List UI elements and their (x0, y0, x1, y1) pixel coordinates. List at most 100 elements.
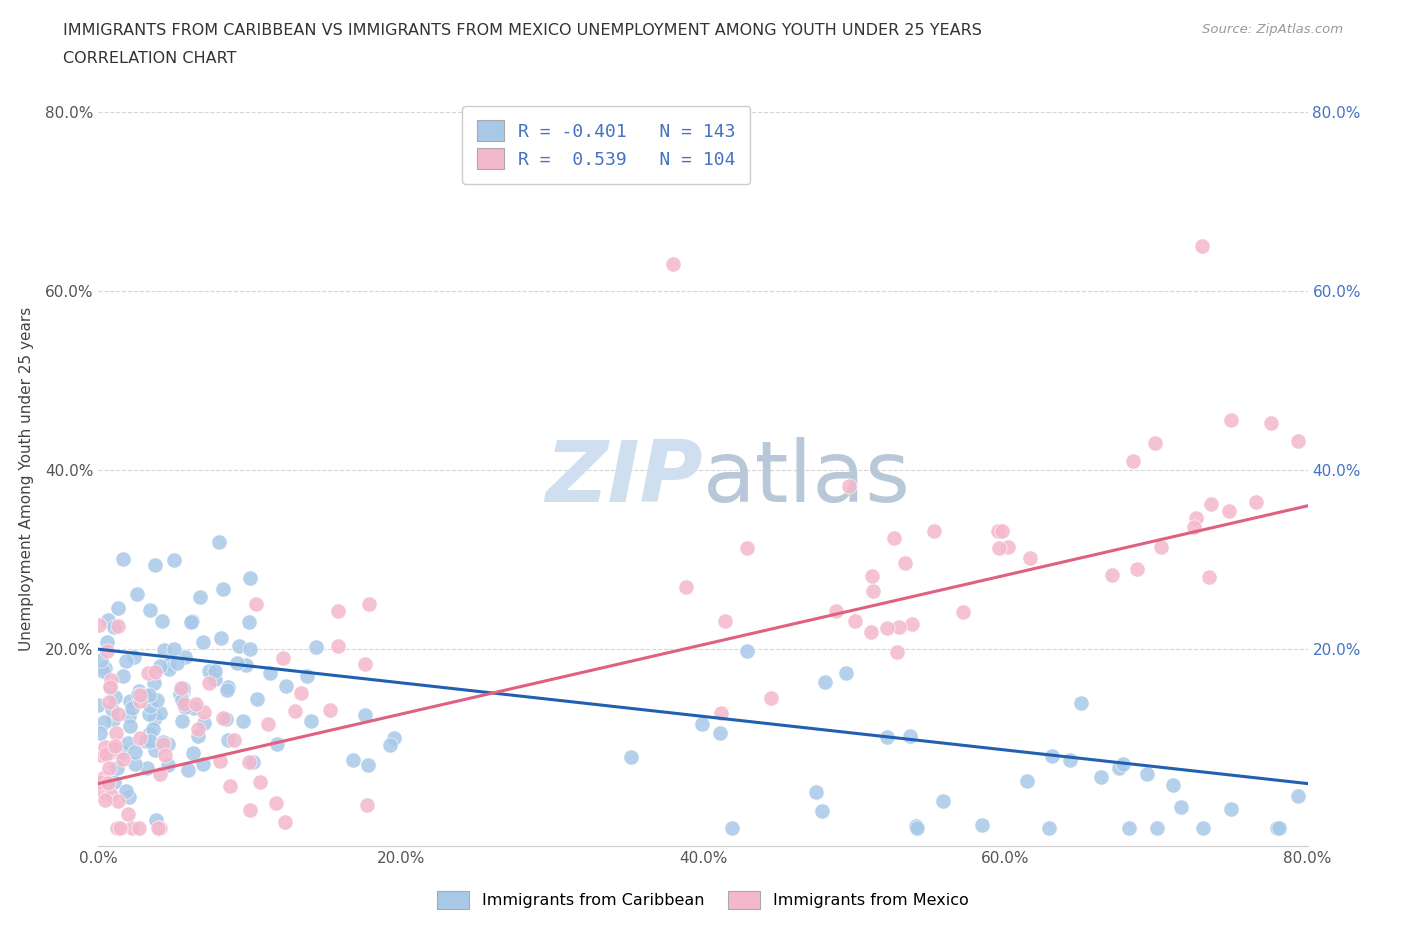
Point (153, 643, 176, 658)
Point (274, 678, 297, 693)
Point (208, 753, 231, 768)
Point (883, 531, 905, 546)
Point (215, 683, 238, 698)
Point (904, 818, 927, 833)
Y-axis label: Unemployment Among Youth under 25 years: Unemployment Among Youth under 25 years (18, 307, 34, 651)
Point (90, 747, 112, 762)
Point (100, 745, 122, 760)
Point (814, 674, 837, 689)
Point (186, 697, 208, 711)
Point (193, 704, 215, 719)
Point (146, 821, 169, 836)
Point (299, 713, 322, 728)
Point (152, 735, 174, 750)
Point (101, 712, 124, 727)
Point (114, 653, 136, 668)
Point (174, 699, 197, 714)
Point (235, 658, 257, 672)
Point (1184, 511, 1206, 525)
Point (112, 551, 135, 566)
Text: CORRELATION CHART: CORRELATION CHART (63, 51, 236, 66)
Point (900, 617, 922, 631)
Point (152, 737, 174, 751)
Point (97, 613, 120, 628)
Point (104, 690, 127, 705)
Point (1218, 503, 1240, 518)
Point (94, 792, 117, 807)
Point (157, 662, 180, 677)
Point (1146, 821, 1168, 836)
Point (136, 665, 159, 680)
Point (1126, 562, 1149, 577)
Point (117, 736, 139, 751)
Point (970, 818, 993, 833)
Point (143, 742, 166, 757)
Point (217, 732, 239, 747)
Point (838, 478, 860, 493)
Point (187, 728, 209, 743)
Point (245, 597, 267, 612)
Point (103, 619, 125, 634)
Point (146, 692, 169, 707)
Point (1198, 570, 1220, 585)
Point (690, 717, 713, 732)
Point (124, 757, 146, 772)
Point (1265, 821, 1288, 836)
Point (1220, 412, 1243, 427)
Point (107, 793, 129, 808)
Point (173, 697, 195, 711)
Point (105, 761, 128, 776)
Point (898, 729, 921, 744)
Point (238, 754, 260, 769)
Point (180, 615, 202, 630)
Point (326, 638, 349, 653)
Point (222, 733, 245, 748)
Point (238, 803, 260, 817)
Point (193, 715, 215, 730)
Point (1260, 416, 1282, 431)
Point (149, 706, 172, 721)
Point (118, 694, 141, 709)
Point (860, 625, 883, 640)
Point (257, 716, 280, 731)
Point (1191, 239, 1213, 254)
Point (103, 775, 125, 790)
Point (129, 694, 152, 709)
Point (1244, 495, 1267, 510)
Point (142, 676, 165, 691)
Point (1059, 752, 1081, 767)
Point (197, 664, 219, 679)
Point (876, 730, 898, 745)
Point (382, 731, 405, 746)
Point (825, 604, 848, 618)
Point (191, 756, 214, 771)
Point (988, 540, 1011, 555)
Point (1192, 821, 1215, 836)
Point (138, 687, 160, 702)
Point (100, 672, 122, 687)
Point (128, 684, 150, 698)
Point (198, 675, 221, 690)
Point (1038, 821, 1060, 836)
Point (181, 614, 204, 629)
Point (135, 734, 157, 749)
Point (105, 821, 128, 836)
Point (124, 744, 146, 759)
Point (357, 596, 380, 611)
Point (1286, 789, 1309, 804)
Point (239, 642, 262, 657)
Point (125, 586, 148, 601)
Point (1182, 519, 1205, 534)
Point (290, 685, 312, 700)
Point (145, 812, 167, 827)
Point (862, 584, 884, 599)
Point (274, 815, 297, 830)
Point (90, 653, 112, 668)
Point (166, 656, 188, 671)
Point (174, 649, 197, 664)
Point (97, 776, 120, 790)
Point (844, 614, 866, 629)
Point (107, 618, 129, 633)
Point (100, 788, 122, 803)
Point (114, 783, 136, 798)
